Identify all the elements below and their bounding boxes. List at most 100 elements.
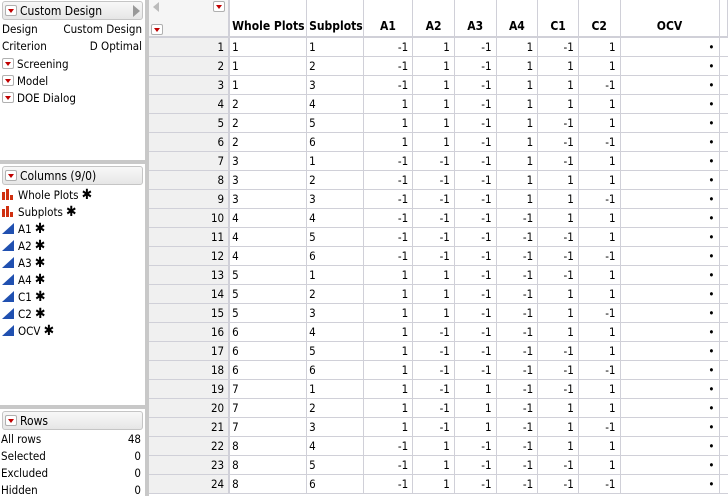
cell[interactable]: -1 [363, 227, 414, 247]
cell[interactable]: 1 [578, 284, 621, 304]
cell[interactable]: -1 [496, 208, 539, 228]
table-row[interactable]: 14 5 2 1 1 -1 -1 1 1 • [149, 284, 728, 304]
table-row[interactable]: 12 4 6 -1 -1 -1 -1 -1 -1 • [149, 246, 728, 266]
column-header[interactable]: A2 [412, 0, 455, 38]
rows-header[interactable]: Rows [2, 411, 143, 430]
cell[interactable]: 2 [306, 398, 364, 418]
cell[interactable]: 3 [229, 170, 308, 190]
column-item[interactable]: Subplots ✱ [0, 203, 145, 220]
table-row[interactable]: 18 6 6 1 -1 -1 -1 -1 -1 • [149, 360, 728, 380]
row-number[interactable]: 18 [149, 360, 231, 380]
cell[interactable]: 1 [537, 75, 579, 95]
cell[interactable]: 1 [363, 379, 414, 399]
cell[interactable]: 1 [537, 398, 579, 418]
cell[interactable]: 1 [578, 56, 621, 76]
cell[interactable]: 1 [412, 474, 455, 494]
cell[interactable]: 1 [496, 132, 539, 152]
column-header[interactable]: A1 [363, 0, 414, 38]
cell[interactable]: • [620, 227, 720, 247]
table-row[interactable]: 24 8 6 -1 1 -1 -1 -1 -1 • [149, 474, 728, 494]
cell[interactable]: -1 [537, 132, 579, 152]
row-number[interactable]: 3 [149, 75, 231, 95]
cell[interactable]: 1 [363, 132, 414, 152]
cell[interactable]: 1 [496, 94, 539, 114]
cell[interactable]: 6 [306, 360, 364, 380]
cell[interactable]: • [620, 322, 720, 342]
cell[interactable]: 1 [578, 227, 621, 247]
cell[interactable]: -1 [412, 151, 455, 171]
cell[interactable]: • [620, 303, 720, 323]
cell[interactable]: 1 [578, 113, 621, 133]
cell[interactable]: -1 [537, 474, 579, 494]
cell[interactable]: 1 [496, 56, 539, 76]
row-number[interactable]: 14 [149, 284, 231, 304]
table-row[interactable]: 9 3 3 -1 -1 -1 1 1 -1 • [149, 189, 728, 209]
cell[interactable]: -1 [412, 189, 455, 209]
cell[interactable]: 8 [229, 436, 308, 456]
cell[interactable]: 1 [412, 265, 455, 285]
cell[interactable]: • [620, 75, 720, 95]
vertical-splitter[interactable] [145, 0, 149, 496]
cell[interactable]: 3 [306, 189, 364, 209]
cell[interactable]: -1 [454, 170, 497, 190]
cell[interactable]: 2 [229, 132, 308, 152]
cell[interactable]: • [620, 170, 720, 190]
row-number[interactable]: 6 [149, 132, 231, 152]
cell[interactable]: -1 [496, 360, 539, 380]
red-triangle-menu-icon[interactable] [5, 5, 17, 16]
column-header[interactable]: OCV [620, 0, 720, 38]
cell[interactable]: -1 [454, 113, 497, 133]
panel-splitter[interactable] [0, 405, 145, 409]
cell[interactable]: 3 [306, 303, 364, 323]
cell[interactable]: -1 [412, 227, 455, 247]
cell[interactable]: 1 [412, 113, 455, 133]
row-number[interactable]: 8 [149, 170, 231, 190]
cell[interactable]: 1 [412, 132, 455, 152]
column-item[interactable]: Whole Plots ✱ [0, 186, 145, 203]
cell[interactable]: 5 [229, 284, 308, 304]
cell[interactable]: 1 [412, 37, 455, 57]
cell[interactable]: 1 [578, 170, 621, 190]
table-row[interactable]: 7 3 1 -1 -1 -1 1 -1 1 • [149, 151, 728, 171]
cell[interactable]: 1 [496, 151, 539, 171]
cell[interactable]: -1 [363, 436, 414, 456]
column-header[interactable]: C2 [578, 0, 621, 38]
cell[interactable]: -1 [412, 208, 455, 228]
cell[interactable]: 5 [306, 341, 364, 361]
cell[interactable]: 3 [229, 189, 308, 209]
cell[interactable]: -1 [496, 341, 539, 361]
cell[interactable]: -1 [537, 151, 579, 171]
cell[interactable]: -1 [412, 246, 455, 266]
cell[interactable]: 1 [496, 189, 539, 209]
cell[interactable]: 1 [306, 265, 364, 285]
row-number[interactable]: 2 [149, 56, 231, 76]
columns-header[interactable]: Columns (9/0) [2, 166, 143, 185]
cell[interactable]: -1 [537, 360, 579, 380]
table-row[interactable]: 15 5 3 1 1 -1 -1 1 -1 • [149, 303, 728, 323]
cell[interactable]: -1 [454, 455, 497, 475]
cell[interactable]: 1 [578, 379, 621, 399]
cell[interactable]: -1 [454, 322, 497, 342]
cell[interactable]: 1 [454, 417, 497, 437]
cell[interactable]: 1 [537, 94, 579, 114]
cell[interactable]: -1 [412, 322, 455, 342]
table-row[interactable]: 13 5 1 1 1 -1 -1 -1 1 • [149, 265, 728, 285]
cell[interactable]: 6 [229, 322, 308, 342]
cell[interactable]: -1 [496, 284, 539, 304]
cell[interactable]: 4 [306, 94, 364, 114]
cell[interactable]: -1 [454, 341, 497, 361]
cell[interactable]: -1 [454, 227, 497, 247]
row-number[interactable]: 10 [149, 208, 231, 228]
cell[interactable]: -1 [496, 417, 539, 437]
cell[interactable]: -1 [496, 265, 539, 285]
table-row[interactable]: 19 7 1 1 -1 1 -1 -1 1 • [149, 379, 728, 399]
cell[interactable]: 1 [363, 265, 414, 285]
cell[interactable]: -1 [578, 246, 621, 266]
cell[interactable]: 2 [229, 94, 308, 114]
cell[interactable]: 1 [537, 417, 579, 437]
cell[interactable]: -1 [454, 474, 497, 494]
cell[interactable]: -1 [412, 360, 455, 380]
row-number[interactable]: 19 [149, 379, 231, 399]
cell[interactable]: 5 [306, 227, 364, 247]
row-number[interactable]: 5 [149, 113, 231, 133]
